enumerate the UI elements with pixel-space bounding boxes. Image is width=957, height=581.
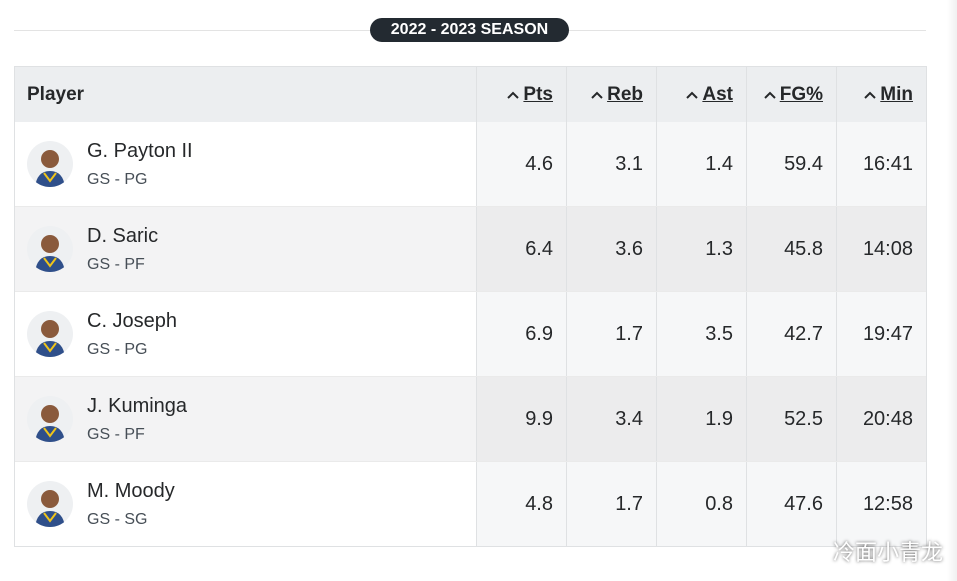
sort-arrow <box>864 91 876 99</box>
player-row: J. Kuminga GS - PF 9.9 3.4 1.9 52.5 20:48 <box>15 376 926 461</box>
avatar <box>27 226 73 272</box>
player-info: D. Saric GS - PF <box>87 225 158 274</box>
player-name[interactable]: G. Payton II <box>87 139 193 162</box>
stat-cell: 4.8 <box>476 462 566 546</box>
player-name[interactable]: D. Saric <box>87 224 159 247</box>
stat-cell: 6.9 <box>476 292 566 376</box>
stat-cell: 3.5 <box>656 292 746 376</box>
avatar-figure <box>35 405 65 442</box>
avatar <box>27 481 73 527</box>
sort-header[interactable]: Min <box>836 67 926 122</box>
header-label: Pts <box>523 83 553 105</box>
stat-cell: 12:58 <box>836 462 926 546</box>
avatar-figure <box>35 235 65 272</box>
player-name[interactable]: C. Joseph <box>87 309 178 332</box>
team-position: GS - PF <box>87 255 145 273</box>
season-pill: 2022 - 2023 SEASON <box>370 18 569 42</box>
stat-cell: 4.6 <box>476 122 566 206</box>
avatar <box>27 141 73 187</box>
stat-cell: 3.6 <box>566 207 656 291</box>
header-label: Reb <box>607 83 643 105</box>
stat-cell: 20:48 <box>836 377 926 461</box>
stat-cell: 42.7 <box>746 292 836 376</box>
sort-header[interactable]: Reb <box>566 67 656 122</box>
avatar <box>27 396 73 442</box>
stat-cell: 52.5 <box>746 377 836 461</box>
avatar-figure <box>35 490 65 527</box>
player-info: J. Kuminga GS - PF <box>87 395 187 444</box>
stat-cell: 1.9 <box>656 377 746 461</box>
stat-cell: 3.4 <box>566 377 656 461</box>
stat-cell: 1.7 <box>566 292 656 376</box>
sort-arrow <box>764 91 776 99</box>
stat-cell: 1.3 <box>656 207 746 291</box>
player-cell: D. Saric GS - PF <box>15 207 476 291</box>
avatar-figure <box>35 320 65 357</box>
stat-cell: 19:47 <box>836 292 926 376</box>
header-label: Min <box>880 83 913 105</box>
team-position: GS - SG <box>87 510 148 528</box>
sort-header[interactable]: Pts <box>476 67 566 122</box>
sort-header[interactable]: Ast <box>656 67 746 122</box>
sort-header[interactable]: FG% <box>746 67 836 122</box>
player-name[interactable]: J. Kuminga <box>87 394 188 417</box>
header-cell: Player <box>15 67 476 122</box>
player-info: M. Moody GS - SG <box>87 480 175 529</box>
sort-arrow <box>591 91 603 99</box>
stat-cell: 3.1 <box>566 122 656 206</box>
team-position: GS - PG <box>87 340 148 358</box>
team-position: GS - PF <box>87 425 145 443</box>
header-label: FG% <box>779 83 823 105</box>
player-cell: J. Kuminga GS - PF <box>15 377 476 461</box>
player-row: C. Joseph GS - PG 6.9 1.7 3.5 42.7 19:47 <box>15 291 926 376</box>
player-row: G. Payton II GS - PG 4.6 3.1 1.4 59.4 16:41 <box>15 122 926 206</box>
stat-cell: 45.8 <box>746 207 836 291</box>
player-name[interactable]: M. Moody <box>87 479 175 502</box>
stat-cell: 1.7 <box>566 462 656 546</box>
avatar <box>27 311 73 357</box>
header-label: Player <box>27 83 85 105</box>
stat-cell: 1.4 <box>656 122 746 206</box>
team-position: GS - PG <box>87 170 148 188</box>
stat-cell: 16:41 <box>836 122 926 206</box>
player-info: C. Joseph GS - PG <box>87 310 177 359</box>
stat-cell: 9.9 <box>476 377 566 461</box>
stat-cell: 14:08 <box>836 207 926 291</box>
stat-cell: 59.4 <box>746 122 836 206</box>
player-cell: G. Payton II GS - PG <box>15 122 476 206</box>
sort-arrow <box>507 91 520 99</box>
player-row: D. Saric GS - PF 6.4 3.6 1.3 45.8 14:08 <box>15 206 926 291</box>
player-cell: M. Moody GS - SG <box>15 462 476 546</box>
player-row: M. Moody GS - SG 4.8 1.7 0.8 47.6 12:58 <box>15 461 926 546</box>
watermark: 冷面小青龙 <box>832 540 943 565</box>
edge-shadow <box>947 0 957 581</box>
stat-cell: 0.8 <box>656 462 746 546</box>
player-cell: C. Joseph GS - PG <box>15 292 476 376</box>
avatar-figure <box>35 150 65 187</box>
stat-cell: 47.6 <box>746 462 836 546</box>
header-label: Ast <box>702 83 733 105</box>
sort-arrow <box>686 91 699 99</box>
stats-table: Player Pts Reb Ast FG% Min G. Payton II GS - PG… <box>14 66 927 547</box>
stat-cell: 6.4 <box>476 207 566 291</box>
player-info: G. Payton II GS - PG <box>87 140 193 189</box>
header-row: Player Pts Reb Ast FG% Min <box>15 67 926 122</box>
